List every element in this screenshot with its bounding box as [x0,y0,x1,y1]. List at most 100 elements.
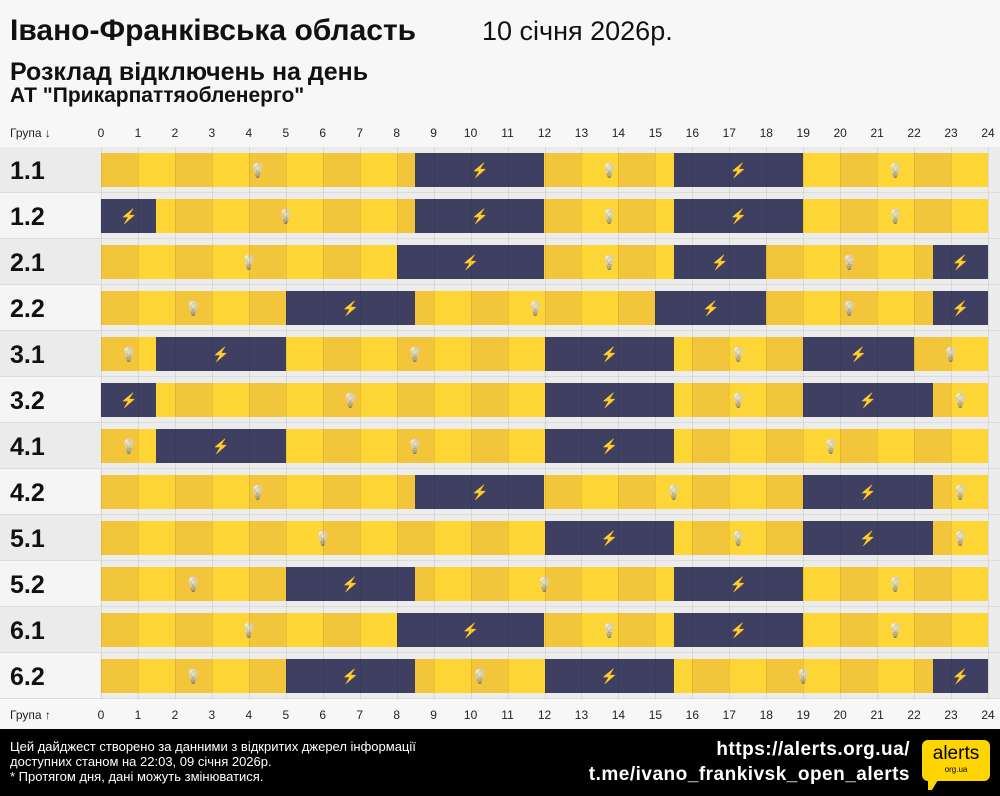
hour-cell [692,429,730,463]
hour-cell [840,567,878,601]
power-off-segment [803,521,933,555]
hour-cell [729,337,767,371]
group-label: 4.1 [0,423,100,468]
hour-cell [101,521,139,555]
hour-cell [359,153,398,187]
lightbulb-icon: 💡 [120,346,138,362]
hour-gridline [581,147,583,699]
hour-axis-top: Група ↓ 0 1 2 3 4 5 6 7 8 9 10 11 12 13 14 15 16 17 18 19 20… [0,122,1000,146]
site-link[interactable]: https://alerts.org.ua/ [716,739,910,760]
telegram-link[interactable]: t.me/ivano_frankivsk_open_alerts [588,764,910,785]
hour-tick: 10 [463,708,478,722]
hour-tick: 19 [796,126,810,140]
hour-tick: 14 [611,126,626,140]
group-row: 2.2 💡 ⚡ 💡 ⚡ 💡 ⚡ [0,285,1000,331]
group-row: 5.2 💡 ⚡ 💡 ⚡ 💡 [0,561,1000,607]
lightbulb-icon: 💡 [535,576,554,592]
lightbulb-icon: 💡 [729,530,748,546]
lightbulb-icon: 💡 [942,346,960,362]
hour-tick: 22 [907,126,921,140]
hour-cell [396,521,435,555]
hour-gridline [840,147,842,699]
schedule-date: 10 січня 2026р. [482,16,673,46]
schedule-bar: 💡 ⚡ 💡 ⚡ 💡 [101,613,989,647]
hour-cell [803,199,841,233]
lightbulb-icon: 💡 [951,530,969,546]
no-power-icon: ⚡ [600,668,618,684]
hour-cell [359,429,398,463]
no-power-icon: ⚡ [729,208,748,224]
hour-cell [174,475,213,509]
hour-cell [544,613,582,647]
lightbulb-icon: 💡 [120,438,138,454]
hour-cell [322,337,361,371]
lightbulb-icon: 💡 [406,346,424,362]
no-power-icon: ⚡ [471,484,489,500]
hour-cell [174,613,213,647]
group-row: 6.2 💡 ⚡ 💡 ⚡ 💡 ⚡ [0,653,1000,699]
no-power-icon: ⚡ [849,346,868,362]
hour-cell [729,521,767,555]
hour-tick: 10 [463,126,478,140]
hour-cell [433,567,472,601]
hour-cell [803,567,841,601]
hour-cell [877,153,915,187]
hour-cell [101,291,139,325]
no-power-icon: ⚡ [859,530,877,546]
hour-cell [766,659,804,693]
lightbulb-icon: 💡 [886,576,905,592]
group-label: 1.1 [0,147,100,192]
hour-cell [803,291,841,325]
hour-cell [174,153,213,187]
hour-cell [581,199,619,233]
hour-tick: 2 [171,126,179,140]
hour-cell [507,291,545,325]
hour-cell [877,567,915,601]
hour-tick: 14 [611,708,626,722]
hour-cell [211,199,250,233]
hour-cell [951,153,989,187]
hour-cell [877,199,915,233]
hour-cell [840,659,878,693]
hour-cell [803,613,841,647]
hour-cell [433,659,472,693]
lightbulb-icon: 💡 [314,530,332,546]
hour-gridline [101,147,102,699]
hour-cell [507,567,545,601]
hour-cell [285,383,324,417]
hour-tick: 11 [501,126,514,140]
no-power-icon: ⚡ [471,208,489,224]
schedule-bar: 💡 ⚡ 💡 ⚡ 💡 ⚡ 💡 [101,337,989,371]
hour-gridline [729,147,731,699]
hour-cell [285,245,324,279]
no-power-icon: ⚡ [951,254,969,270]
hour-tick: 4 [245,708,253,722]
hour-tick: 15 [648,126,663,140]
hour-tick: 24 [981,126,995,140]
hour-cell [581,245,619,279]
no-power-icon: ⚡ [711,254,729,270]
no-power-icon: ⚡ [600,346,618,362]
hour-cell [322,245,361,279]
lightbulb-icon: 💡 [184,668,203,684]
hour-cell [729,659,767,693]
hour-cell [285,429,324,463]
power-off-segment [673,199,804,233]
hour-cell [618,475,656,509]
schedule-bar: 💡 ⚡ 💡 ⚡ 💡 ⚡ [101,245,989,279]
hour-cell [766,291,804,325]
power-off-segment [396,613,545,647]
hour-tick: 20 [833,708,847,722]
hour-cell [692,383,730,417]
hour-cell [544,199,582,233]
hour-cell [285,613,324,647]
hour-gridline [951,147,953,699]
hour-cell [914,613,952,647]
group-label: 4.2 [0,469,100,514]
schedule-bar: 💡 ⚡ 💡 ⚡ 💡 [101,567,989,601]
power-off-segment [285,291,416,325]
hour-cell [581,567,619,601]
lightbulb-icon: 💡 [184,576,203,592]
group-row: 5.1 💡 ⚡ 💡 ⚡ 💡 [0,515,1000,561]
hour-tick: 16 [685,708,699,722]
